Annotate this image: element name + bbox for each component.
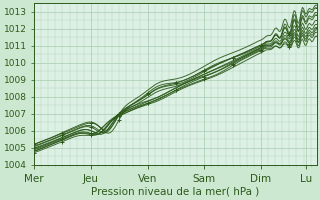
X-axis label: Pression niveau de la mer( hPa ): Pression niveau de la mer( hPa ): [91, 187, 260, 197]
